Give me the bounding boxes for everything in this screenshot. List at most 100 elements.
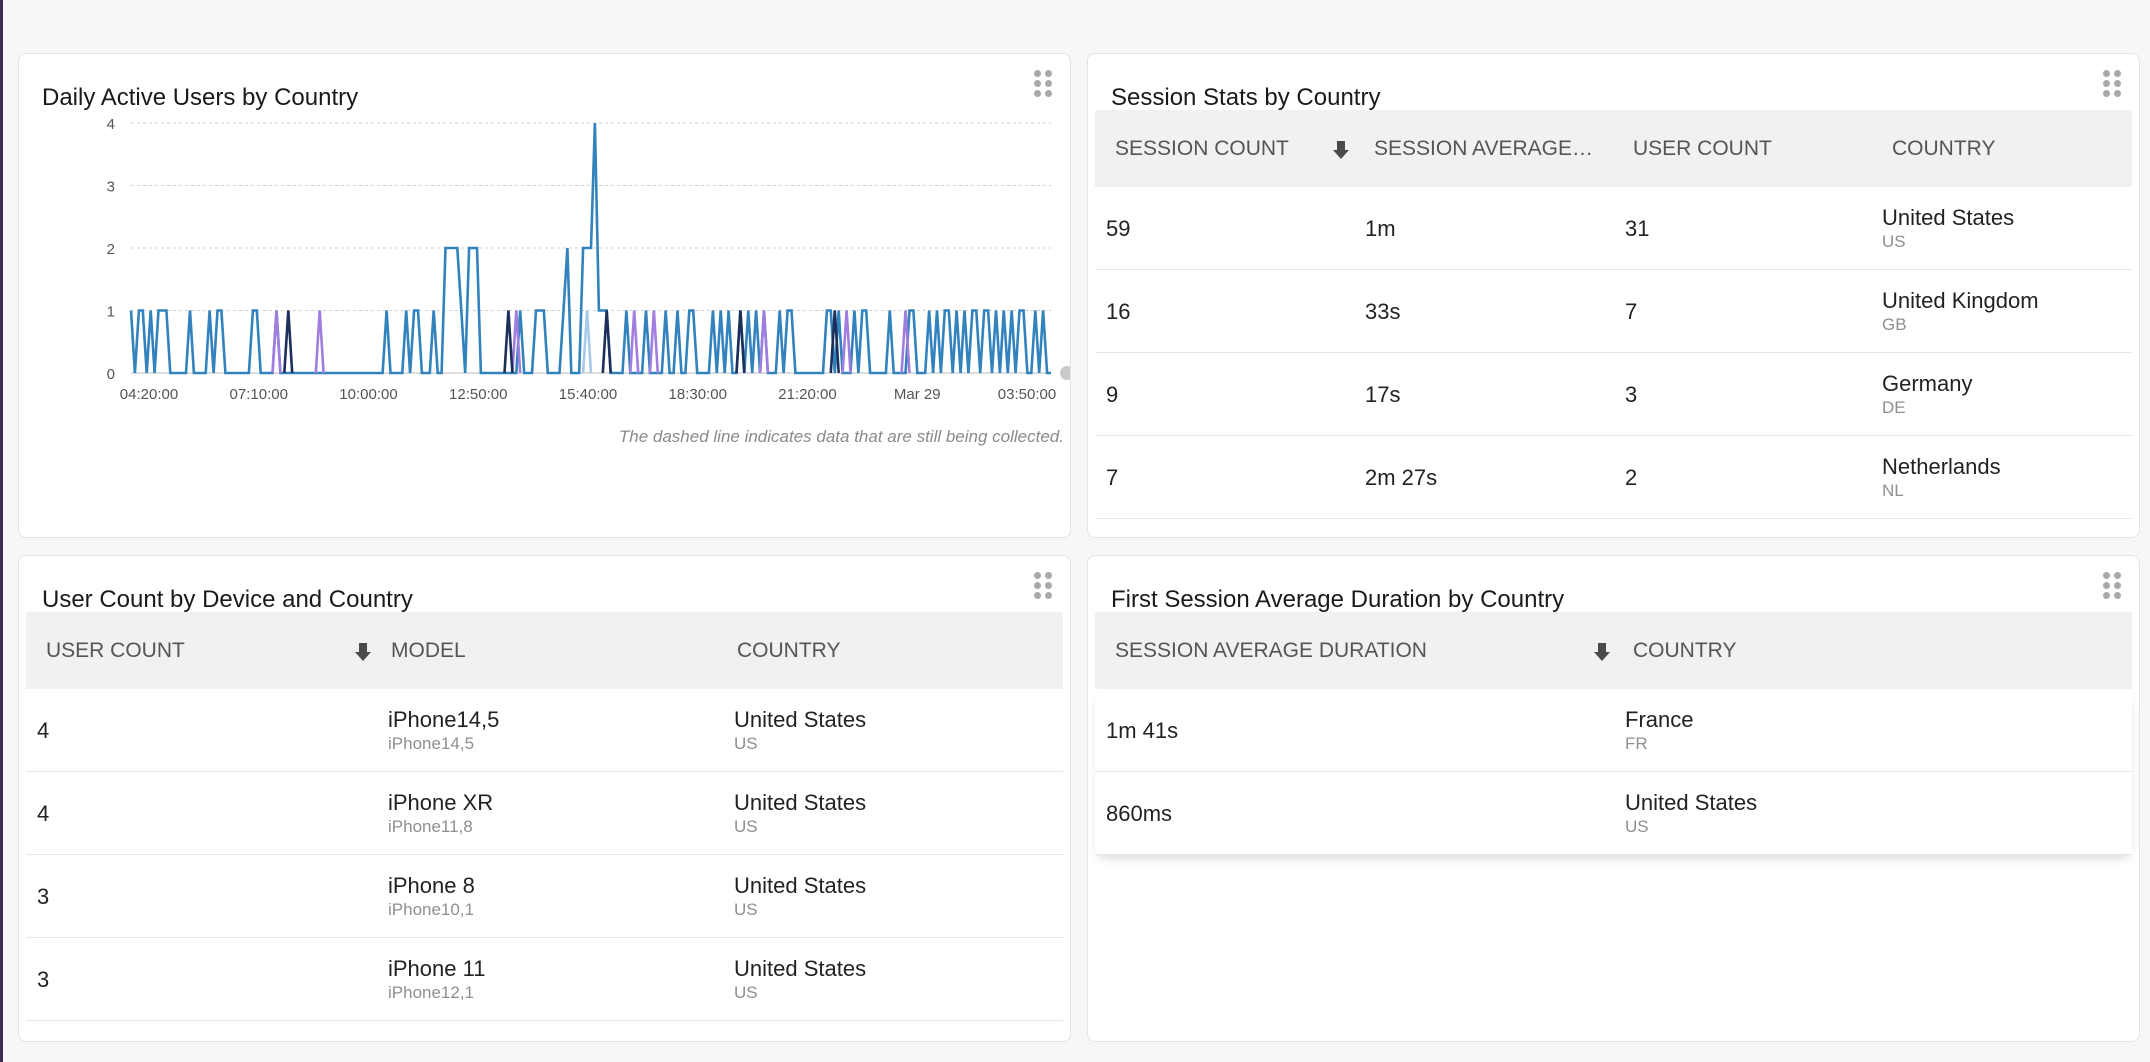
session-stats-card: Session Stats by Country SESSION COUNT S… [1087, 53, 2140, 538]
country-cell-sub: GB [1882, 315, 1907, 334]
series-spike [735, 310, 746, 374]
session-average-cell: 33s [1365, 270, 1400, 353]
window-edge [0, 0, 3, 1062]
model-cell: iPhone XR iPhone11,8 [388, 772, 493, 855]
y-tick-label: 4 [107, 116, 115, 133]
table-row[interactable]: 59 1m 31 United States US [1095, 187, 2132, 270]
user-count-cell: 4 [37, 689, 49, 772]
country-cell: United States US [734, 689, 866, 772]
country-cell-sub: FR [1625, 734, 1648, 753]
model-cell-value: iPhone 11 [388, 956, 486, 981]
card-title: User Count by Device and Country [42, 586, 413, 613]
arrow-down-icon[interactable] [354, 641, 372, 663]
model-cell: iPhone 8 iPhone10,1 [388, 855, 475, 938]
y-tick-label: 1 [107, 304, 115, 321]
col-user-count[interactable]: USER COUNT [46, 639, 185, 662]
country-cell-sub: US [1625, 817, 1649, 836]
table-row[interactable]: 860ms United States US [1095, 772, 2132, 855]
first-session-card: First Session Average Duration by Countr… [1087, 555, 2140, 1042]
x-tick-label: 15:40:00 [559, 386, 617, 403]
y-tick-label: 0 [107, 366, 115, 383]
table-row[interactable]: 3 iPhone 11 iPhone12,1 United States US [26, 938, 1063, 1021]
session-count-cell: 59 [1106, 187, 1130, 270]
session-average-cell-value: 33s [1365, 298, 1401, 324]
country-cell-sub: NL [1882, 481, 1904, 500]
model-cell: iPhone14,5 iPhone14,5 [388, 689, 499, 772]
country-cell: Netherlands NL [1882, 436, 2001, 519]
country-cell-sub: DE [1882, 398, 1906, 417]
user-count-cell-value: 2 [1625, 464, 1638, 490]
table-row[interactable]: 7 2m 27s 2 Netherlands NL [1095, 436, 2132, 519]
country-cell-sub: US [734, 734, 758, 753]
country-cell-sub: US [734, 900, 758, 919]
country-cell: France FR [1625, 689, 1693, 772]
x-tick-label: Mar 29 [894, 386, 941, 403]
country-cell-value: France [1625, 707, 1694, 732]
user-count-cell-value: 31 [1625, 215, 1650, 241]
country-cell: United States US [1882, 187, 2014, 270]
user-count-cell-value: 3 [37, 966, 50, 992]
col-country[interactable]: COUNTRY [1892, 137, 1996, 160]
session-count-cell-value: 16 [1106, 298, 1131, 324]
table-row[interactable]: 1m 41s France FR [1095, 689, 2132, 772]
country-cell-value: United States [1882, 205, 2015, 230]
user-count-cell: 7 [1625, 270, 1637, 353]
drag-handle-icon[interactable] [2103, 572, 2123, 600]
table-header: USER COUNT MODEL COUNTRY [26, 612, 1063, 689]
user-count-cell: 3 [37, 938, 49, 1021]
x-tick-label: 04:20:00 [120, 386, 178, 403]
table-row[interactable]: 4 iPhone14,5 iPhone14,5 United States US [26, 689, 1063, 772]
x-tick-label: 07:10:00 [230, 386, 288, 403]
table-row[interactable]: 3 iPhone 8 iPhone10,1 United States US [26, 855, 1063, 938]
dau-line-chart: 0 1 2 3 4 04:20:00 07:10:00 10:00:00 12:50:00 15:… [107, 116, 1070, 403]
session-average-cell-value: 1m [1365, 215, 1396, 241]
session-count-cell-value: 7 [1106, 464, 1119, 490]
country-cell: United States US [734, 938, 866, 1021]
col-model[interactable]: MODEL [391, 639, 466, 662]
session-average-cell-value: 1m 41s [1106, 717, 1179, 743]
table-row[interactable]: 9 17s 3 Germany DE [1095, 353, 2132, 436]
user-count-cell-value: 3 [37, 883, 50, 909]
series-spike [829, 310, 840, 374]
series-spike [283, 310, 294, 374]
x-tick-label: 10:00:00 [339, 386, 397, 403]
series-spike [314, 310, 325, 374]
session-count-cell: 16 [1106, 270, 1130, 353]
drag-handle-icon[interactable] [1034, 70, 1054, 98]
user-count-cell: 4 [37, 772, 49, 855]
session-count-cell: 7 [1106, 436, 1118, 519]
arrow-down-icon[interactable] [1332, 139, 1350, 161]
model-cell-sub: iPhone11,8 [388, 817, 473, 836]
series-spike [900, 310, 911, 374]
series-spike [648, 310, 660, 374]
session-average-cell-value: 2m 27s [1365, 464, 1438, 490]
col-session-count[interactable]: SESSION COUNT [1115, 137, 1289, 160]
country-cell: United Kingdom GB [1882, 270, 2039, 353]
drag-handle-icon[interactable] [1034, 572, 1054, 600]
country-cell-value: Netherlands [1882, 454, 2001, 479]
model-cell: iPhone 11 iPhone12,1 [388, 938, 485, 1021]
session-average-cell: 2m 27s [1365, 436, 1437, 519]
session-average-cell: 1m [1365, 187, 1396, 270]
x-tick-label: 21:20:00 [778, 386, 836, 403]
col-session-average-duration[interactable]: SESSION AVERAGE DURATION [1115, 639, 1427, 662]
series-spike [601, 310, 612, 374]
table-row[interactable]: 16 33s 7 United Kingdom GB [1095, 270, 2132, 353]
arrow-down-icon[interactable] [1593, 641, 1611, 663]
table-row[interactable]: 4 iPhone XR iPhone11,8 United States US [26, 772, 1063, 855]
series-spike [629, 310, 640, 374]
col-country[interactable]: COUNTRY [1633, 639, 1737, 662]
session-count-cell-value: 59 [1106, 215, 1131, 241]
card-title: Session Stats by Country [1111, 84, 1381, 111]
user-count-cell: 2 [1625, 436, 1637, 519]
col-session-average[interactable]: SESSION AVERAGE ... [1374, 137, 1594, 160]
country-cell-sub: US [734, 817, 758, 836]
col-user-count[interactable]: USER COUNT [1633, 137, 1772, 160]
col-country[interactable]: COUNTRY [737, 639, 841, 662]
model-cell-sub: iPhone14,5 [388, 734, 475, 753]
session-average-cell-value: 17s [1365, 381, 1401, 407]
country-cell-value: United States [734, 956, 867, 981]
series-spike [841, 310, 852, 374]
drag-handle-icon[interactable] [2103, 70, 2123, 98]
user-count-cell: 31 [1625, 187, 1649, 270]
